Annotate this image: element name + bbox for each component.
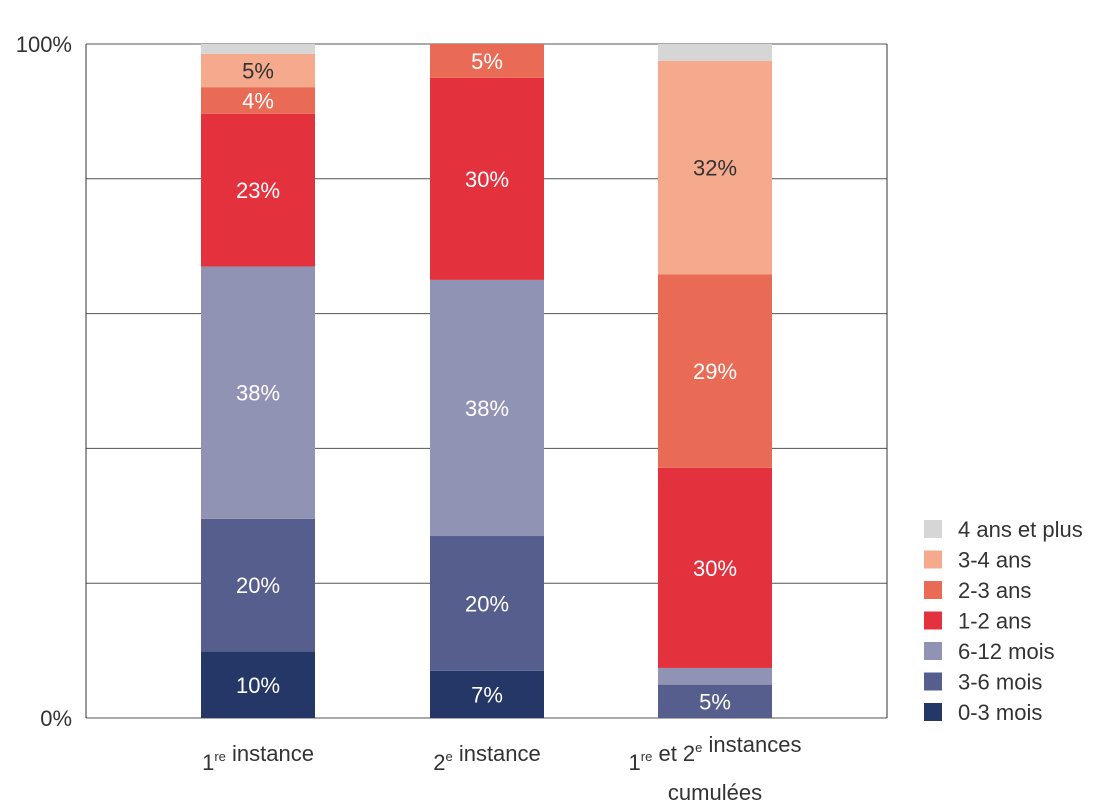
label-text: 1: [202, 750, 214, 775]
legend-label: 3-4 ans: [958, 548, 1031, 573]
x-axis-labels: 1re instance 2e instance 1re et 2e instanc…: [202, 732, 801, 805]
superscript: re: [214, 749, 226, 764]
superscript: e: [445, 749, 452, 764]
bar-segment: [658, 467, 772, 668]
y-tick-label: 0%: [40, 706, 72, 731]
legend-swatch: [924, 550, 942, 569]
label-text: et 2: [652, 741, 695, 766]
axes: 0% 100%: [16, 32, 888, 731]
bar-segment: [201, 266, 315, 519]
legend-label: 6-12 mois: [958, 639, 1055, 664]
x-tick-label: 1re instance: [202, 741, 314, 775]
data-label: 5%: [242, 59, 274, 84]
bar-segment: [658, 684, 772, 718]
bar-segment: [658, 274, 772, 468]
label-text: instance: [453, 741, 541, 766]
bar-segment: [201, 651, 315, 718]
bar-segment: [430, 536, 544, 671]
bar-segment: [430, 670, 544, 718]
legend: 4 ans et plus 3-4 ans 2-3 ans 1-2 ans 6-12 m…: [924, 517, 1083, 725]
bar-segment: [658, 44, 772, 61]
data-label: 7%: [471, 682, 503, 707]
data-label: 23%: [236, 178, 280, 203]
bar-segment: [430, 279, 544, 537]
legend-item: 3-6 mois: [924, 670, 1042, 695]
superscript: e: [695, 740, 702, 755]
legend-swatch: [924, 703, 942, 721]
data-label: 10%: [236, 673, 280, 698]
legend-item: 0-3 mois: [924, 700, 1042, 725]
label-text: instance: [226, 741, 314, 766]
bar-segment: [430, 44, 544, 78]
data-label: 20%: [236, 573, 280, 598]
legend-swatch: [924, 672, 942, 691]
x-tick-label: 2e instance: [433, 741, 541, 775]
legend-item: 3-4 ans: [924, 548, 1031, 573]
x-tick-label: 1re et 2e instances: [629, 732, 802, 775]
bar-segment: [658, 667, 772, 685]
bars: 10% 20% 38% 23% 4% 5% 7% 20% 38% 30% 5% 5% 30% 29% 32%: [201, 44, 772, 718]
data-label: 5%: [699, 689, 731, 714]
legend-label: 3-6 mois: [958, 670, 1042, 695]
data-label: 32%: [693, 155, 737, 180]
data-label: 20%: [465, 591, 509, 616]
x-tick-label: cumulées: [668, 780, 762, 805]
legend-item: 1-2 ans: [924, 609, 1031, 634]
bar-segment: [201, 518, 315, 652]
legend-swatch: [924, 520, 942, 538]
y-tick-label: 100%: [16, 32, 72, 57]
legend-label: 1-2 ans: [958, 609, 1031, 634]
legend-label: 2-3 ans: [958, 578, 1031, 603]
data-label: 38%: [236, 381, 280, 406]
legend-item: 4 ans et plus: [924, 517, 1083, 542]
bar-segment: [201, 87, 315, 114]
data-label: 5%: [471, 49, 503, 74]
data-label: 29%: [693, 359, 737, 384]
data-label: 30%: [693, 556, 737, 581]
superscript: re: [641, 749, 653, 764]
label-text: instances: [702, 732, 801, 757]
label-text: 1: [629, 750, 641, 775]
data-label: 4%: [242, 88, 274, 113]
legend-swatch: [924, 581, 942, 599]
bar-segment: [201, 44, 315, 54]
bar-segment: [201, 53, 315, 88]
bar-segment: [201, 113, 315, 267]
legend-item: 2-3 ans: [924, 578, 1031, 603]
legend-label: 4 ans et plus: [958, 517, 1083, 542]
data-label: 30%: [465, 167, 509, 192]
legend-swatch: [924, 642, 942, 660]
label-text: 2: [433, 750, 445, 775]
data-label: 38%: [465, 396, 509, 421]
legend-item: 6-12 mois: [924, 639, 1055, 664]
bar-segment: [658, 60, 772, 275]
label-text: cumulées: [668, 780, 762, 805]
legend-swatch: [924, 611, 942, 630]
legend-label: 0-3 mois: [958, 700, 1042, 725]
bar-segment: [430, 77, 544, 280]
